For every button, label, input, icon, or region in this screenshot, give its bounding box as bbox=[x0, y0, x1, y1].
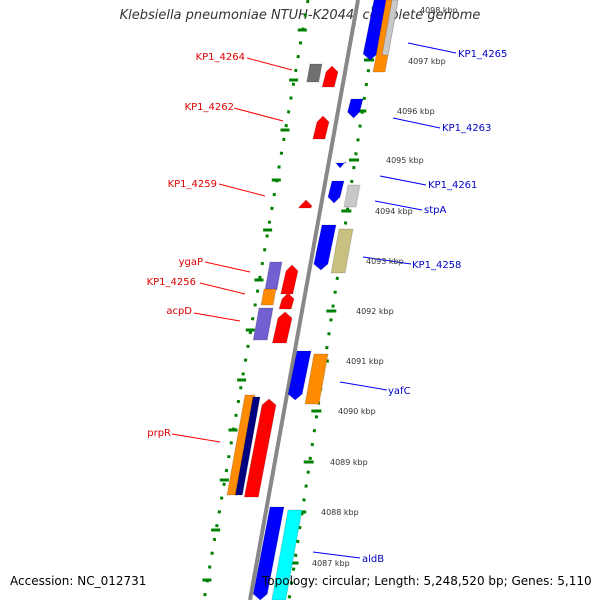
gene-features bbox=[226, 0, 399, 600]
gene-acpD-b bbox=[271, 311, 293, 344]
kbp-tick-label: 4096 kbp bbox=[397, 107, 435, 116]
ruler-dots-right bbox=[287, 0, 381, 600]
leader-left-3 bbox=[204, 261, 251, 273]
leader-left-6 bbox=[171, 433, 221, 443]
leader-right-1 bbox=[392, 117, 441, 129]
gene-kp1-4262 bbox=[312, 115, 330, 140]
kbp-tick-label: 4095 kbp bbox=[386, 156, 424, 165]
text-labels: KP1_4264 KP1_4262 KP1_4259 ygaP KP1_4256 acpD… bbox=[147, 6, 508, 568]
kbp-tick-label: 4091 kbp bbox=[346, 357, 384, 366]
gene-label-right: stpA bbox=[424, 205, 446, 216]
gene-prpR-c bbox=[243, 398, 277, 498]
leader-right-5 bbox=[339, 381, 388, 391]
gene-acpD-a bbox=[252, 307, 274, 341]
gene-label-right: KP1_4265 bbox=[458, 49, 507, 60]
accession-label: Accession: NC_012731 bbox=[10, 574, 147, 588]
kbp-tick-label: 4094 kbp bbox=[375, 207, 413, 216]
kbp-tick-label: 4098 kbp bbox=[420, 6, 458, 15]
leader-right-0 bbox=[407, 42, 457, 54]
gene-kp1-4265-c bbox=[381, 0, 399, 56]
gene-kp1-4263 bbox=[347, 98, 364, 119]
gene-kp1-4265-a bbox=[362, 0, 389, 61]
gene-kp1-4264-b bbox=[321, 65, 339, 88]
gene-kp1-4258-a bbox=[313, 224, 337, 271]
gene-kp1-4259 bbox=[297, 199, 313, 209]
gene-label-left: KP1_4264 bbox=[196, 52, 245, 63]
kbp-tick-label: 4087 kbp bbox=[312, 559, 350, 568]
leader-left-0 bbox=[246, 57, 293, 71]
gene-ygaP-b bbox=[280, 264, 299, 295]
gene-ygaP-a bbox=[264, 261, 283, 291]
kbp-tick-label: 4089 kbp bbox=[330, 458, 368, 467]
gene-label-left: acpD bbox=[166, 306, 192, 317]
kbp-tick-label: 4092 kbp bbox=[356, 307, 394, 316]
gene-label-right: yafC bbox=[388, 386, 411, 397]
gene-kp1-4261-small bbox=[334, 161, 348, 169]
leader-left-1 bbox=[233, 107, 284, 122]
kbp-tick-label: 4090 kbp bbox=[338, 407, 376, 416]
gene-label-left: KP1_4259 bbox=[168, 179, 217, 190]
gene-label-left: ygaP bbox=[179, 257, 203, 268]
gene-label-left: KP1_4262 bbox=[185, 102, 234, 113]
leader-left-2 bbox=[218, 183, 266, 197]
gene-kp1-4264-a bbox=[306, 63, 323, 83]
gene-kp1-4256-b bbox=[278, 292, 295, 310]
leader-right-2 bbox=[379, 175, 427, 186]
kbp-tick-label: 4088 kbp bbox=[321, 508, 359, 517]
genome-backbone bbox=[248, 0, 360, 600]
gene-yafC-a bbox=[287, 350, 312, 401]
gene-kp1-4261 bbox=[327, 180, 345, 204]
gene-kp1-4258-b bbox=[330, 228, 354, 274]
gene-label-right: aldB bbox=[362, 554, 384, 565]
gene-yafC-b bbox=[304, 353, 329, 405]
leader-right-4 bbox=[362, 256, 412, 265]
leader-right-3 bbox=[374, 200, 423, 211]
kbp-tick-label: 4093 kbp bbox=[366, 257, 404, 266]
gene-stpA bbox=[343, 184, 361, 208]
gene-aldB-b bbox=[271, 509, 303, 600]
kbp-tick-label: 4097 kbp bbox=[408, 57, 446, 66]
gene-label-left: KP1_4256 bbox=[147, 277, 196, 288]
gene-aldB-a bbox=[252, 506, 285, 600]
gene-prpR-b bbox=[234, 396, 261, 496]
gene-label-right: KP1_4258 bbox=[412, 260, 461, 271]
leader-left-5 bbox=[193, 312, 241, 322]
label-leaders bbox=[171, 42, 457, 559]
leader-left-4 bbox=[199, 282, 246, 295]
gene-label-left: prpR bbox=[147, 428, 171, 439]
gene-kp1-4256-a bbox=[260, 288, 277, 306]
leader-right-6 bbox=[312, 551, 361, 559]
topology-label: Topology: circular; Length: 5,248,520 bp… bbox=[262, 574, 592, 588]
gene-label-right: KP1_4263 bbox=[442, 123, 491, 134]
gene-label-right: KP1_4261 bbox=[428, 180, 477, 191]
